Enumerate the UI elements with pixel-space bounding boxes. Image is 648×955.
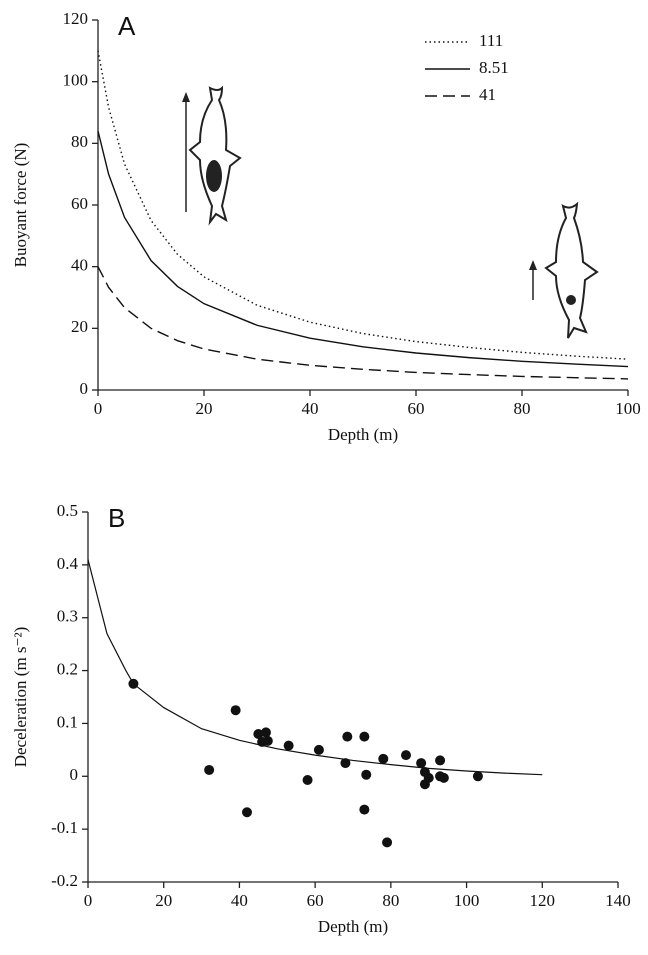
x-axis-label: Depth (m) xyxy=(328,425,398,444)
point xyxy=(204,764,215,775)
y-tick-label: 0 xyxy=(70,765,79,784)
x-tick-label: 120 xyxy=(530,891,556,910)
point xyxy=(378,753,389,764)
line xyxy=(97,130,629,368)
y-tick-label: 40 xyxy=(71,256,88,275)
y-tick-label: 60 xyxy=(71,194,88,213)
panel-label: B xyxy=(108,503,125,533)
point xyxy=(435,755,446,766)
y-tick-label: 0.1 xyxy=(57,712,78,731)
y-tick-label: 100 xyxy=(63,71,89,90)
x-tick-label: 60 xyxy=(408,399,425,418)
x-tick-label: 20 xyxy=(155,891,172,910)
legend-label: 111 xyxy=(479,31,503,50)
point xyxy=(340,758,351,769)
x-tick-label: 140 xyxy=(605,891,631,910)
x-tick-label: 0 xyxy=(94,399,103,418)
x-axis-label: Depth (m) xyxy=(318,917,388,936)
point xyxy=(313,744,324,755)
y-tick-label: 0.2 xyxy=(57,659,78,678)
x-tick-label: 80 xyxy=(514,399,531,418)
point xyxy=(416,758,427,769)
y-axis-label: Buoyant force (N) xyxy=(11,143,30,268)
point xyxy=(342,731,353,742)
fit-line xyxy=(87,559,543,776)
x-tick-label: 80 xyxy=(382,891,399,910)
y-tick-label: -0.1 xyxy=(51,818,78,837)
x-tick-label: 40 xyxy=(302,399,319,418)
y-tick-label: 0.3 xyxy=(57,607,78,626)
point xyxy=(302,774,313,785)
x-tick-label: 100 xyxy=(615,399,641,418)
point xyxy=(382,837,393,848)
x-tick-label: 40 xyxy=(231,891,248,910)
point xyxy=(230,705,241,716)
y-tick-label: 120 xyxy=(63,9,89,28)
x-tick-label: 100 xyxy=(454,891,480,910)
line xyxy=(97,50,629,360)
legend-label: 41 xyxy=(479,85,496,104)
point xyxy=(361,769,372,780)
x-tick-label: 60 xyxy=(307,891,324,910)
y-axis-label: Deceleration (m s⁻²) xyxy=(11,627,30,768)
x-tick-label: 20 xyxy=(196,399,213,418)
point xyxy=(253,729,264,739)
y-tick-label: 20 xyxy=(71,317,88,336)
point xyxy=(423,772,434,783)
x-tick-label: 0 xyxy=(84,891,93,910)
point xyxy=(472,771,483,782)
dolphin-icon xyxy=(182,85,599,339)
point xyxy=(242,807,252,818)
y-tick-label: 80 xyxy=(71,132,88,151)
y-tick-label: 0 xyxy=(80,379,89,398)
y-tick-label: -0.2 xyxy=(51,871,78,890)
y-tick-label: 0.4 xyxy=(57,554,79,573)
legend-label: 8.51 xyxy=(479,58,509,77)
point xyxy=(438,772,449,783)
panel-label: A xyxy=(118,11,136,41)
point xyxy=(260,727,271,738)
point xyxy=(359,804,370,815)
point xyxy=(262,735,273,746)
y-tick-label: 0.5 xyxy=(57,501,78,520)
point xyxy=(283,740,294,751)
point xyxy=(359,731,370,742)
point xyxy=(401,750,411,761)
line xyxy=(97,266,629,380)
